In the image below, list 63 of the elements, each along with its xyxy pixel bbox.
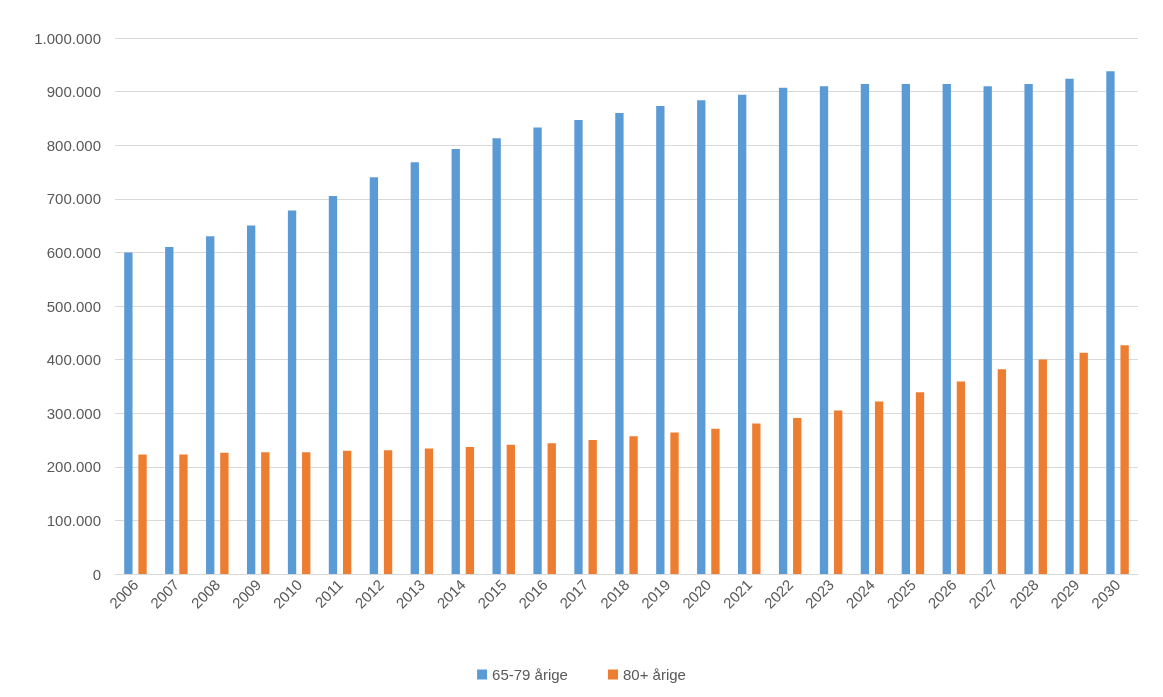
y-tick-label: 500.000	[46, 297, 101, 315]
bar	[1038, 359, 1047, 574]
bar	[738, 94, 747, 574]
y-tick-label: 800.000	[46, 136, 101, 154]
bar	[124, 252, 133, 574]
bar	[752, 423, 761, 574]
bar	[179, 454, 188, 574]
bar	[1065, 78, 1074, 574]
bar	[615, 113, 624, 574]
y-tick-label: 600.000	[46, 243, 101, 261]
bar	[165, 247, 174, 574]
bar	[1079, 352, 1088, 574]
legend-label: 80+ årige	[622, 666, 686, 683]
bar	[465, 446, 475, 574]
bar	[901, 84, 911, 574]
bar	[451, 148, 460, 574]
y-tick-label: 0	[92, 565, 101, 583]
bar	[574, 120, 583, 574]
bar	[506, 444, 515, 574]
bar	[220, 452, 229, 574]
bar	[778, 87, 788, 574]
bar	[997, 369, 1007, 574]
bar	[424, 448, 434, 574]
bar	[834, 410, 843, 574]
bar	[492, 138, 501, 574]
bar	[261, 452, 270, 574]
bar	[342, 450, 352, 574]
bar	[383, 450, 393, 574]
bar	[533, 127, 542, 574]
bar	[138, 454, 147, 574]
bar	[629, 436, 638, 574]
bar	[697, 100, 706, 574]
bar	[670, 432, 679, 574]
y-tick-label: 100.000	[46, 511, 101, 529]
y-tick-label: 1.000.000	[34, 29, 101, 47]
bar	[656, 106, 665, 574]
bar	[206, 236, 215, 574]
bar	[302, 452, 311, 574]
y-tick-label: 900.000	[46, 83, 101, 101]
bar	[915, 392, 925, 574]
bar	[793, 418, 802, 574]
bar	[588, 440, 597, 574]
bar	[547, 443, 556, 574]
bar	[369, 177, 379, 574]
bar	[819, 86, 829, 574]
bar	[1106, 71, 1115, 574]
bar	[1024, 84, 1033, 574]
bar	[287, 210, 297, 574]
bar	[410, 162, 419, 574]
bar	[956, 381, 966, 574]
bar	[942, 84, 951, 574]
bar	[1120, 345, 1129, 574]
bar	[874, 401, 884, 574]
bar	[860, 84, 870, 574]
y-tick-label: 700.000	[46, 190, 101, 208]
y-tick-label: 400.000	[46, 351, 101, 369]
bar	[246, 225, 256, 574]
y-tick-label: 300.000	[46, 404, 101, 422]
bar	[983, 86, 992, 574]
legend-label: 65-79 årige	[492, 666, 568, 683]
bar	[328, 196, 338, 574]
y-tick-label: 200.000	[46, 458, 101, 476]
bar	[711, 428, 720, 574]
